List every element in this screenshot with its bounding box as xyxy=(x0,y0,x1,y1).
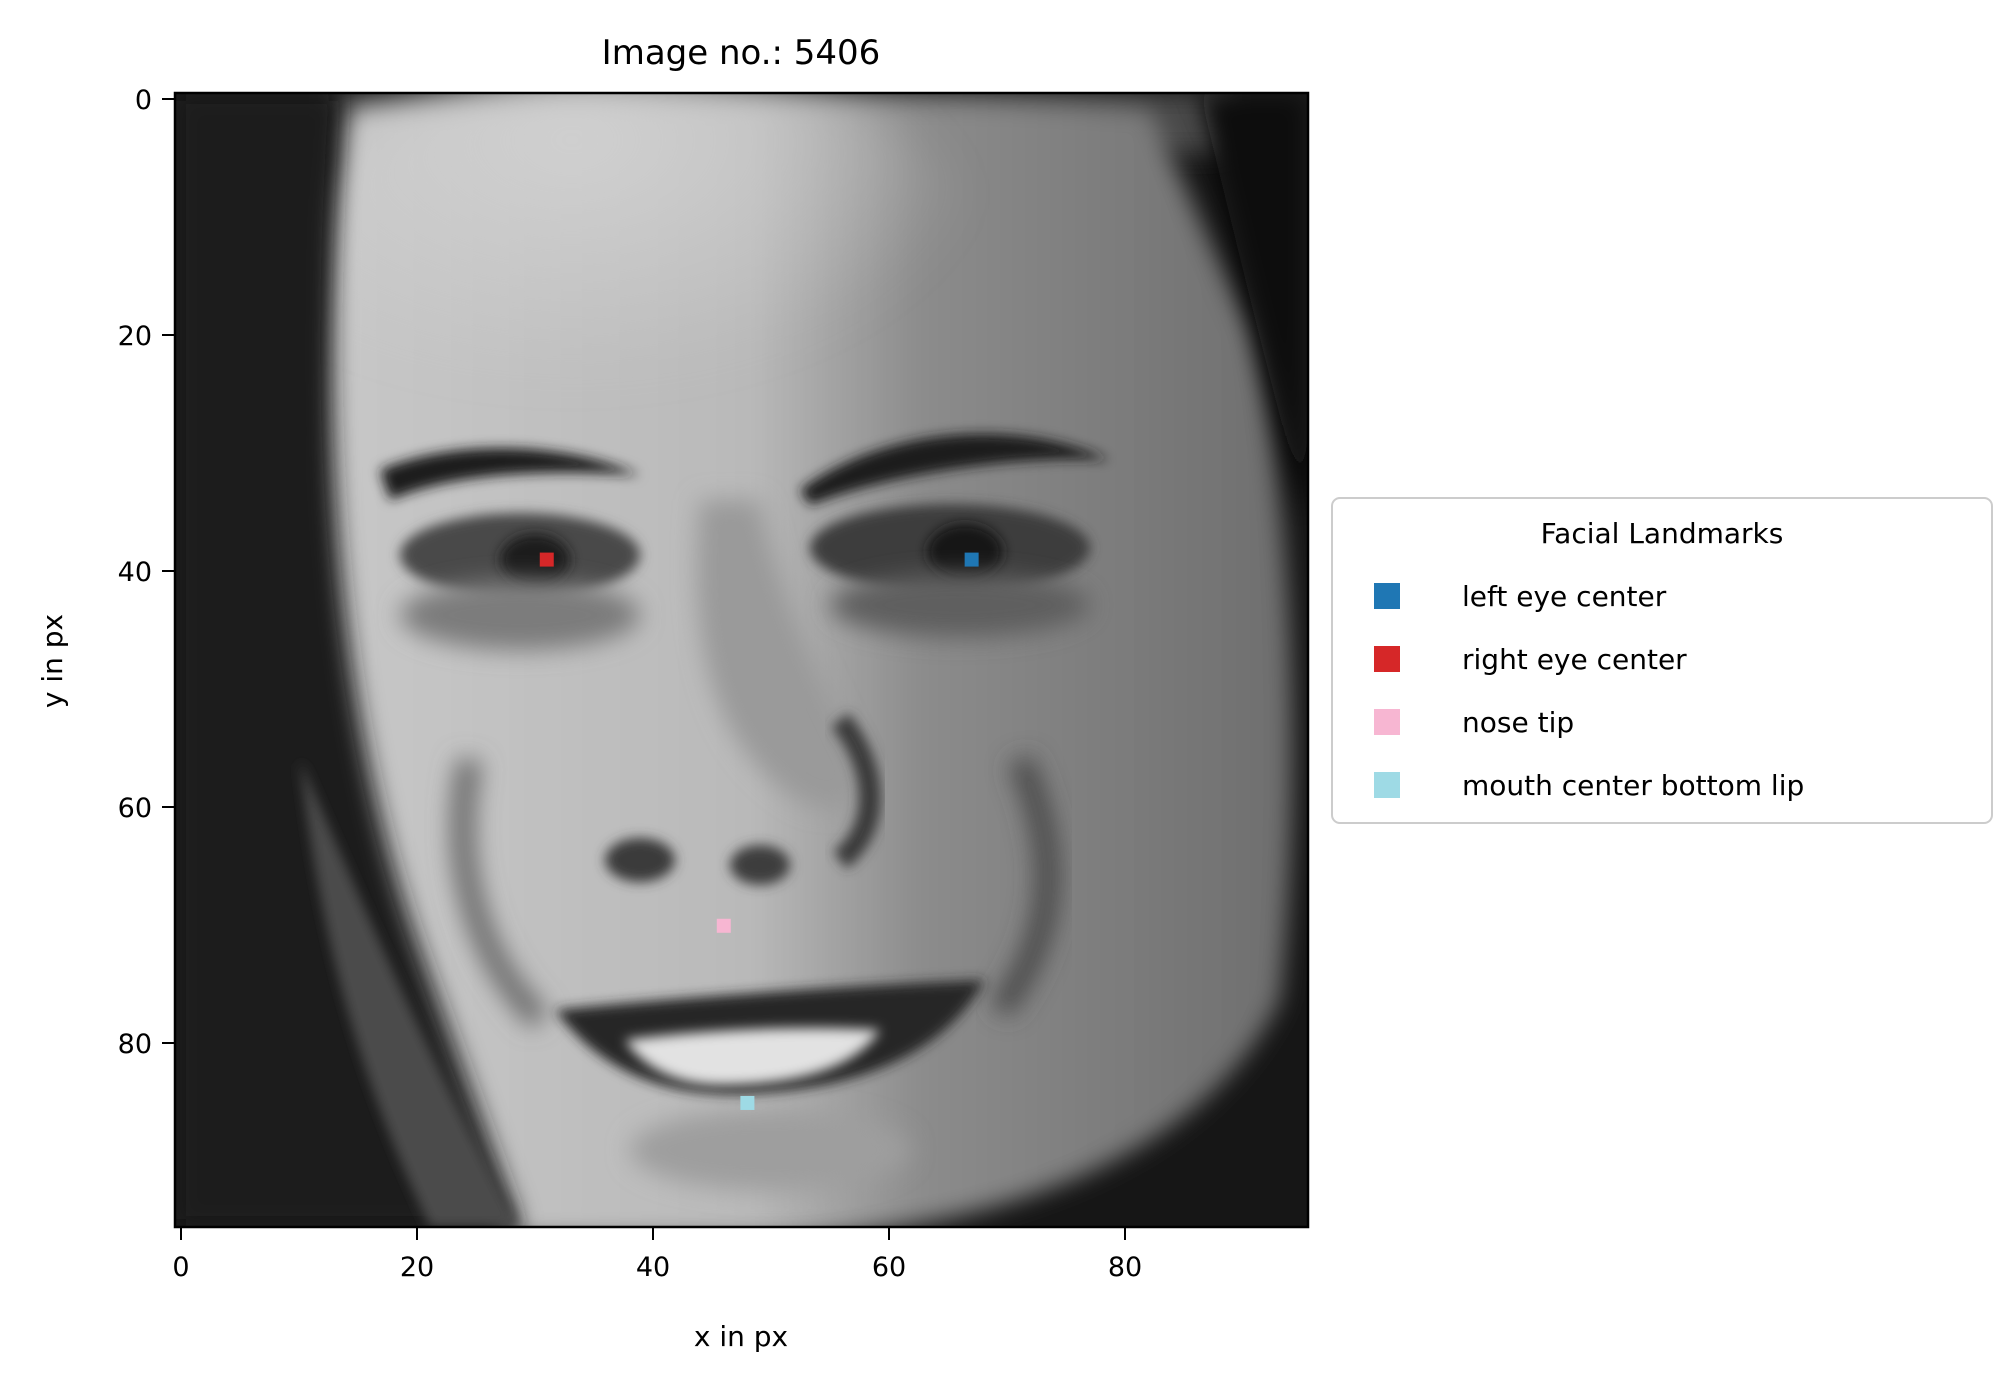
legend-label-right-eye-center: right eye center xyxy=(1462,643,1687,676)
y-tick-label-0: 0 xyxy=(135,85,152,116)
face-image xyxy=(175,93,1308,1227)
marker-nose-tip xyxy=(716,918,731,933)
x-axis-label: x in px xyxy=(694,1320,788,1353)
x-tick-label-80: 80 xyxy=(1108,1252,1142,1283)
x-tick-label-60: 60 xyxy=(872,1252,906,1283)
plot-area xyxy=(173,91,1310,1229)
marker-left-eye-center xyxy=(964,552,979,567)
marker-right-eye-center xyxy=(539,552,554,567)
y-tick-label-60: 60 xyxy=(118,793,152,824)
y-tick-label-20: 20 xyxy=(118,321,152,352)
marker-mouth-center-bottom-lip xyxy=(740,1095,755,1110)
legend-box xyxy=(1331,497,1993,824)
legend-swatch-nose-tip xyxy=(1374,709,1400,735)
legend-swatch-mouth-center-bottom-lip xyxy=(1374,772,1400,798)
legend-label-mouth-center-bottom-lip: mouth center bottom lip xyxy=(1462,769,1804,802)
x-tick-label-40: 40 xyxy=(636,1252,670,1283)
x-tick-label-20: 20 xyxy=(400,1252,434,1283)
y-tick-label-40: 40 xyxy=(118,557,152,588)
y-axis: 0 20 40 60 80 y in px xyxy=(36,85,175,1060)
y-tick-label-80: 80 xyxy=(118,1029,152,1060)
legend-swatch-right-eye-center xyxy=(1374,646,1400,672)
x-axis: 0 20 40 60 80 x in px xyxy=(172,1227,1142,1353)
y-axis-label: y in px xyxy=(36,614,69,708)
legend-title: Facial Landmarks xyxy=(1541,517,1784,550)
legend-swatch-left-eye-center xyxy=(1374,583,1400,609)
landmark-markers xyxy=(539,552,979,1110)
legend: Facial Landmarks left eye center right e… xyxy=(1331,497,1993,824)
x-tick-label-0: 0 xyxy=(172,1252,189,1283)
legend-label-nose-tip: nose tip xyxy=(1462,706,1574,739)
legend-label-left-eye-center: left eye center xyxy=(1462,580,1667,613)
chart-title: Image no.: 5406 xyxy=(602,33,881,73)
